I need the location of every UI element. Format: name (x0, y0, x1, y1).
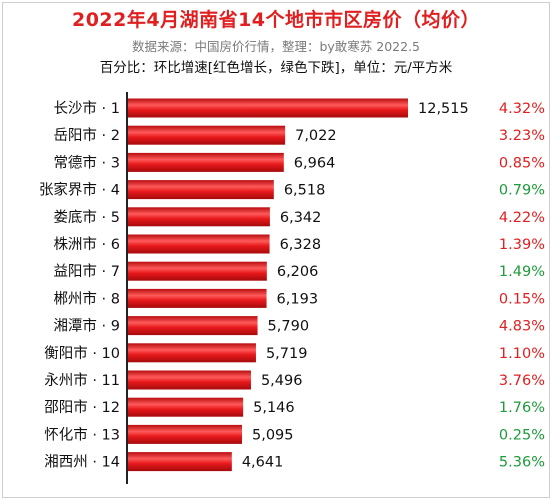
category-label-3: 常德市 · 3 (53, 154, 120, 171)
category-label-7: 益阳市 · 7 (53, 263, 120, 280)
category-label-9: 湘潭市 · 9 (53, 318, 120, 335)
bar-1 (128, 98, 408, 118)
value-label-1: 12,515 (418, 101, 469, 117)
category-label-11: 永州市 · 11 (44, 372, 120, 389)
bar-4 (128, 180, 274, 200)
bar-5 (128, 207, 270, 227)
value-label-13: 5,095 (252, 427, 294, 443)
change-label-7: 1.49% (499, 264, 545, 280)
change-label-5: 4.22% (499, 210, 545, 226)
value-label-8: 6,193 (277, 291, 319, 307)
category-label-2: 岳阳市 · 2 (53, 127, 120, 144)
change-label-3: 0.85% (499, 155, 545, 171)
bar-11 (128, 370, 251, 390)
category-label-4: 张家界市 · 4 (39, 182, 120, 199)
value-label-9: 5,790 (268, 319, 310, 335)
change-label-11: 3.76% (499, 373, 545, 389)
chart-note: 百分比：环比增速[红色增长，绿色下跌]，单位：元/平方米 (99, 60, 453, 76)
value-label-2: 7,022 (295, 128, 337, 144)
value-label-5: 6,342 (280, 210, 322, 226)
category-label-14: 湘西州 · 14 (44, 454, 120, 471)
value-label-6: 6,328 (280, 237, 322, 253)
change-label-8: 0.15% (499, 291, 545, 307)
change-label-4: 0.79% (499, 183, 545, 199)
change-label-12: 1.76% (499, 400, 545, 416)
category-label-1: 长沙市 · 1 (53, 100, 120, 117)
category-label-10: 衡阳市 · 10 (44, 345, 120, 362)
category-label-12: 邵阳市 · 12 (44, 399, 120, 416)
value-label-14: 4,641 (242, 455, 284, 471)
bar-6 (128, 234, 270, 254)
bar-9 (128, 316, 258, 336)
bar-7 (128, 261, 267, 281)
change-label-2: 3.23% (499, 128, 545, 144)
category-label-8: 郴州市 · 8 (53, 290, 120, 307)
change-label-10: 1.10% (499, 346, 545, 362)
chart-subtitle: 数据来源：中国房价行情，整理：by敢寒苏 2022.5 (131, 39, 421, 54)
change-label-9: 4.83% (499, 319, 545, 335)
value-label-4: 6,518 (284, 183, 326, 199)
bar-2 (128, 125, 286, 145)
change-label-14: 5.36% (499, 455, 545, 471)
bar-3 (128, 152, 284, 172)
chart-title: 2022年4月湖南省14个地市市区房价（均价） (71, 9, 481, 31)
value-label-3: 6,964 (294, 155, 336, 171)
bar-12 (128, 397, 244, 417)
category-label-6: 株洲市 · 6 (53, 236, 120, 253)
bar-8 (128, 288, 267, 308)
change-label-6: 1.39% (499, 237, 545, 253)
bars-group (128, 98, 408, 472)
value-label-11: 5,496 (261, 373, 303, 389)
value-label-10: 5,719 (266, 346, 308, 362)
value-label-12: 5,146 (253, 400, 295, 416)
y-axis-line (126, 92, 128, 484)
change-label-1: 4.32% (499, 101, 545, 117)
bar-13 (128, 424, 242, 444)
labels-group: 长沙市 · 1 12,515 4.32% 岳阳市 · 2 7,022 3.23% 常德市 ·… (39, 100, 545, 471)
category-label-13: 怀化市 · 13 (44, 426, 120, 443)
change-label-13: 0.25% (499, 427, 545, 443)
category-label-5: 娄底市 · 5 (53, 209, 120, 226)
value-label-7: 6,206 (277, 264, 319, 280)
bar-10 (128, 343, 256, 363)
bar-14 (128, 452, 232, 472)
